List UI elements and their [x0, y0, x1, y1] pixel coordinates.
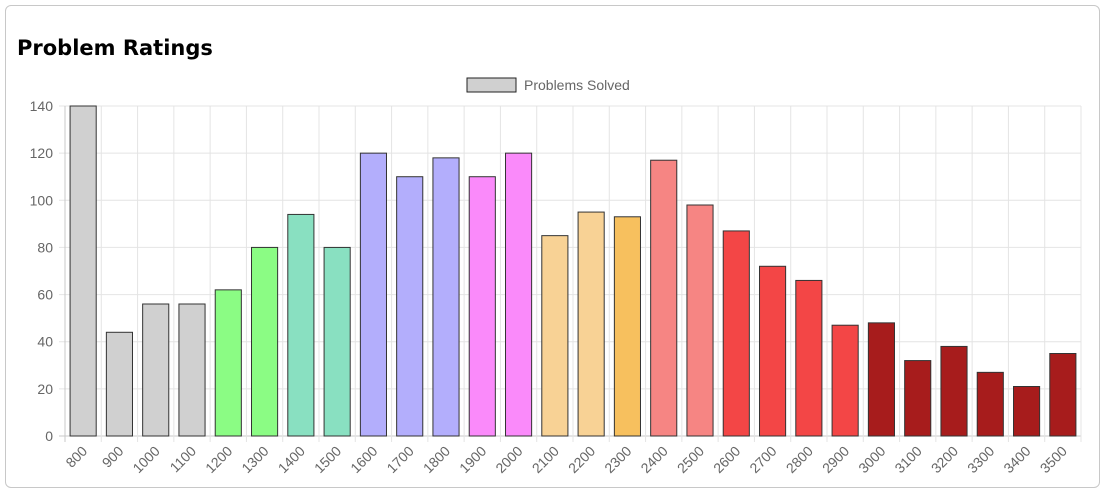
x-tick-label: 900 — [99, 443, 127, 471]
bar-2300[interactable] — [613, 216, 641, 437]
x-tick-label: 2800 — [783, 443, 816, 476]
x-tick-label: 1200 — [202, 443, 235, 476]
y-tick-label: 120 — [30, 145, 54, 161]
x-tick-label: 2300 — [601, 443, 634, 476]
x-tick-label: 1800 — [420, 443, 453, 476]
bar-2500[interactable] — [686, 204, 714, 437]
bar-3000[interactable] — [867, 322, 895, 437]
bar-3500[interactable] — [1049, 353, 1077, 437]
bar-1100[interactable] — [178, 303, 206, 437]
x-tick-label: 2400 — [637, 443, 670, 476]
y-tick-label: 20 — [37, 381, 53, 397]
y-tick-label: 40 — [37, 334, 53, 350]
bar-1300[interactable] — [251, 246, 279, 437]
x-tick-label: 1500 — [311, 443, 344, 476]
bar-900[interactable] — [105, 331, 133, 437]
x-tick-label: 2900 — [819, 443, 852, 476]
x-tick-label: 3100 — [891, 443, 924, 476]
y-tick-label: 0 — [45, 428, 53, 444]
bar-1600[interactable] — [359, 152, 387, 437]
x-tick-label: 3400 — [1000, 443, 1033, 476]
bar-2000[interactable] — [505, 152, 533, 437]
x-tick-label: 1000 — [129, 443, 162, 476]
bar-1400[interactable] — [287, 213, 315, 437]
x-tick-label: 800 — [62, 443, 90, 471]
bar-1900[interactable] — [468, 176, 496, 437]
bar-1700[interactable] — [396, 176, 424, 437]
bar-3300[interactable] — [976, 371, 1004, 437]
chart-legend[interactable]: Problems Solved — [466, 77, 630, 93]
y-axis: 0 20 40 60 80 100 120 140 — [30, 98, 54, 444]
x-tick-label: 3300 — [964, 443, 997, 476]
bar-3100[interactable] — [904, 360, 932, 437]
y-tick-label: 100 — [30, 192, 54, 208]
bar-2600[interactable] — [722, 230, 750, 437]
bar-2200[interactable] — [577, 211, 605, 437]
bar-1800[interactable] — [432, 157, 460, 437]
x-axis: 800 900 1000 1100 1200 1300 1400 1500 1600 1700 18… — [62, 443, 1070, 476]
x-tick-label: 1300 — [238, 443, 271, 476]
bar-3400[interactable] — [1013, 386, 1041, 437]
y-tick-label: 80 — [37, 239, 53, 255]
page-title: Problem Ratings — [17, 36, 213, 60]
bar-1200[interactable] — [214, 289, 242, 437]
bar-2700[interactable] — [759, 265, 787, 437]
bar-1500[interactable] — [323, 246, 351, 437]
x-tick-label: 1100 — [167, 443, 200, 476]
x-tick-label: 2100 — [529, 443, 562, 476]
x-tick-label: 2700 — [746, 443, 779, 476]
bars — [69, 105, 1077, 437]
bar-2100[interactable] — [541, 235, 569, 437]
x-tick-label: 1900 — [456, 443, 489, 476]
x-tick-label: 1400 — [275, 443, 308, 476]
x-tick-label: 3000 — [855, 443, 888, 476]
x-tick-label: 3200 — [928, 443, 961, 476]
bar-2900[interactable] — [831, 324, 859, 437]
x-tick-label: 2600 — [710, 443, 743, 476]
x-tick-label: 1600 — [347, 443, 380, 476]
x-tick-label: 3500 — [1037, 443, 1070, 476]
bar-3200[interactable] — [940, 345, 968, 437]
x-tick-label: 2000 — [492, 443, 525, 476]
bar-2800[interactable] — [795, 279, 823, 437]
x-tick-label: 1700 — [383, 443, 416, 476]
x-tick-label: 2200 — [565, 443, 598, 476]
legend-label[interactable]: Problems Solved — [524, 77, 630, 93]
bar-1000[interactable] — [142, 303, 170, 437]
legend-swatch[interactable] — [466, 77, 517, 93]
y-tick-label: 140 — [30, 98, 54, 114]
y-tick-label: 60 — [37, 287, 53, 303]
x-tick-label: 2500 — [674, 443, 707, 476]
bar-2400[interactable] — [650, 159, 678, 437]
chart-grid — [59, 105, 1082, 442]
bar-800[interactable] — [69, 105, 97, 437]
